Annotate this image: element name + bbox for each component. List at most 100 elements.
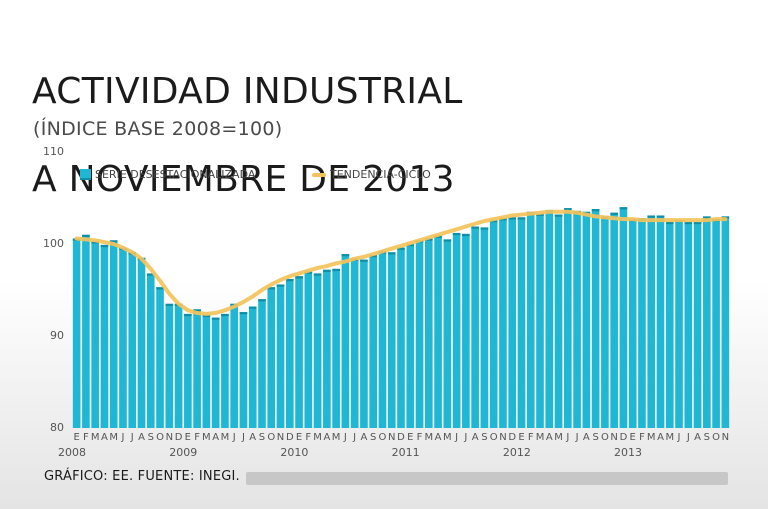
bar-top-edge: [100, 244, 109, 248]
x-month-label: N: [166, 432, 173, 443]
y-tick-label: 100: [43, 237, 64, 250]
bar: [610, 212, 618, 428]
x-month-label: S: [481, 432, 487, 443]
bar: [100, 244, 109, 428]
bar: [239, 312, 248, 428]
x-month-label: A: [435, 432, 442, 443]
bar: [360, 259, 368, 428]
bar: [693, 221, 702, 428]
bar: [582, 211, 591, 428]
bar-top-edge: [341, 254, 350, 257]
x-month-label: D: [397, 432, 405, 443]
bar-top-edge: [82, 234, 90, 237]
bar: [721, 216, 730, 428]
x-month-label: E: [296, 432, 302, 443]
x-month-label: O: [379, 432, 387, 443]
bar: [91, 241, 99, 428]
x-month-label: O: [601, 432, 609, 443]
bar: [156, 287, 164, 428]
x-month-label: M: [332, 432, 341, 443]
x-month-label: J: [463, 432, 467, 443]
legend-item-line: TENDENCIA-CICLO: [312, 168, 431, 181]
bar: [675, 220, 683, 428]
x-month-label: A: [583, 432, 590, 443]
bar-top-edge: [564, 208, 572, 211]
x-month-label: E: [407, 432, 413, 443]
bar: [295, 276, 303, 428]
x-month-label: E: [73, 432, 79, 443]
bar-top-edge: [156, 287, 164, 290]
bar: [591, 209, 600, 428]
x-month-label: F: [639, 432, 645, 443]
bar: [601, 216, 609, 428]
y-tick-label: 110: [43, 145, 64, 158]
legend-bar-swatch: [80, 169, 91, 180]
x-year-label: 2011: [392, 446, 420, 459]
bar-top-edge: [517, 217, 526, 220]
x-month-label: M: [665, 432, 674, 443]
bar: [545, 209, 554, 428]
bar: [443, 239, 452, 428]
bar: [564, 208, 572, 428]
x-month-label: J: [130, 432, 134, 443]
bar: [184, 313, 192, 428]
bar: [665, 221, 674, 428]
bar-top-edge: [554, 214, 563, 217]
bar: [258, 299, 266, 428]
x-month-label: M: [424, 432, 433, 443]
x-month-label: F: [194, 432, 200, 443]
footer-credit: GRÁFICO: EE. FUENTE: INEGI.: [44, 469, 240, 484]
bar-top-edge: [248, 306, 257, 309]
bar: [72, 238, 81, 428]
x-month-label: J: [343, 432, 347, 443]
x-month-label: S: [704, 432, 710, 443]
x-year-label: 2009: [169, 446, 197, 459]
bar: [137, 257, 146, 428]
x-month-label: F: [528, 432, 534, 443]
bar-top-edge: [610, 212, 618, 215]
bar-top-edge: [221, 313, 229, 317]
bar-top-edge: [452, 232, 461, 236]
bar-top-edge: [193, 309, 201, 312]
bar-top-edge: [397, 247, 405, 250]
bar: [248, 306, 257, 428]
x-month-label: A: [138, 432, 145, 443]
bar: [554, 214, 563, 428]
bar: [341, 254, 350, 428]
bar: [703, 216, 711, 428]
bar: [489, 220, 498, 428]
x-month-label: M: [536, 432, 545, 443]
legend-line-label: TENDENCIA-CICLO: [330, 168, 431, 181]
x-year-label: 2008: [58, 446, 86, 459]
x-month-label: A: [249, 432, 256, 443]
x-month-label: N: [277, 432, 284, 443]
bar: [369, 255, 377, 428]
bar: [425, 238, 433, 428]
bar-top-edge: [202, 314, 211, 318]
bar: [323, 269, 331, 428]
bar-top-edge: [239, 312, 248, 315]
x-month-label: M: [221, 432, 230, 443]
x-month-label: J: [565, 432, 569, 443]
title-line-2: A NOVIEMBRE DE 2013: [32, 159, 455, 200]
x-month-label: A: [323, 432, 330, 443]
bar-top-edge: [146, 273, 155, 276]
bar-top-edge: [258, 299, 266, 302]
x-month-label: J: [241, 432, 245, 443]
bar-top-edge: [619, 207, 628, 210]
x-month-label: D: [620, 432, 628, 443]
x-month-label: M: [647, 432, 656, 443]
bar: [350, 258, 359, 428]
x-month-label: S: [148, 432, 154, 443]
bar: [517, 217, 526, 428]
x-month-label: O: [156, 432, 164, 443]
bar-top-edge: [313, 273, 322, 276]
x-month-label: N: [722, 432, 729, 443]
x-month-label: E: [185, 432, 191, 443]
x-month-label: D: [508, 432, 516, 443]
x-year-label: 2012: [503, 446, 531, 459]
bar-top-edge: [211, 317, 220, 320]
bar-top-edge: [508, 217, 517, 220]
bar: [526, 211, 535, 428]
x-month-label: S: [370, 432, 376, 443]
